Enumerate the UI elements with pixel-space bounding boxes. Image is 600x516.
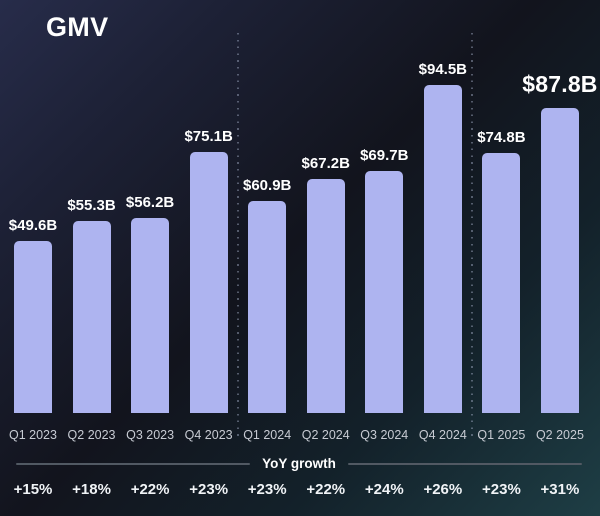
divider-line-right [347,462,582,465]
bar [72,220,111,413]
quarter-group-separator [471,33,474,441]
chart-column: $49.6B Q1 2023 +15% [4,0,63,516]
yoy-growth-value: +18% [72,481,111,498]
x-axis-label: Q1 2023 [9,428,57,442]
x-axis-label: Q4 2023 [184,428,233,442]
chart-column: $67.2B Q2 2024 +22% [296,0,355,516]
x-axis-label: Q1 2025 [477,428,526,442]
chart-column: $74.8B Q1 2025 +23% [472,0,531,516]
bar-value-label: $69.7B [360,146,409,164]
yoy-growth-divider: YoY growth [16,456,582,471]
yoy-growth-value: +23% [189,481,229,498]
x-axis-label: Q3 2023 [126,428,175,442]
x-axis-label: Q2 2024 [301,428,350,442]
chart-title: GMV [46,12,109,42]
bar-value-label: $74.8B [477,129,526,147]
bar [13,240,52,413]
bar-value-label: $67.2B [301,155,350,173]
yoy-growth-value: +31% [540,481,580,498]
yoy-growth-label: YoY growth [262,456,336,471]
bar [189,152,228,413]
bar-value-label: $94.5B [418,60,468,78]
yoy-growth-value: +24% [364,481,404,498]
bar [131,217,170,413]
yoy-growth-value: +22% [130,481,170,498]
chart-column: $55.3B Q2 2023 +18% [62,0,121,516]
chart-column: $75.1B Q4 2023 +23% [179,0,238,516]
chart-column: $60.9B Q1 2024 +23% [238,0,297,516]
bar [306,179,345,413]
yoy-growth-value: +23% [247,481,287,498]
bar [540,107,579,413]
x-axis-label: Q3 2024 [360,428,409,442]
x-axis-label: Q1 2024 [243,428,292,442]
x-axis-label: Q4 2024 [418,428,467,442]
bar-value-label: $60.9B [243,177,292,195]
yoy-growth-value: +22% [306,481,346,498]
yoy-growth-value: +26% [423,481,463,498]
quarter-group-separator [236,33,239,441]
bar [365,170,404,413]
bar-value-label: $56.2B [125,193,175,211]
bar-value-label: $75.1B [184,128,233,146]
chart-column: $87.8B Q2 2025 +31% [522,0,597,516]
bar-value-label: $55.3B [67,196,116,214]
yoy-growth-value: +15% [13,481,53,498]
bar [248,201,287,413]
bar-value-label: $87.8B [522,70,598,97]
x-axis-label: Q2 2025 [535,428,584,442]
bar [482,153,521,413]
bar-value-label: $49.6B [8,216,58,234]
chart-column: $94.5B Q4 2024 +26% [414,0,473,516]
divider-line-left [16,462,251,465]
bar [423,84,462,413]
x-axis-label: Q2 2023 [67,428,116,442]
yoy-growth-value: +23% [482,481,521,498]
chart-column: $56.2B Q3 2023 +22% [121,0,180,516]
chart-column: $69.7B Q3 2024 +24% [355,0,414,516]
